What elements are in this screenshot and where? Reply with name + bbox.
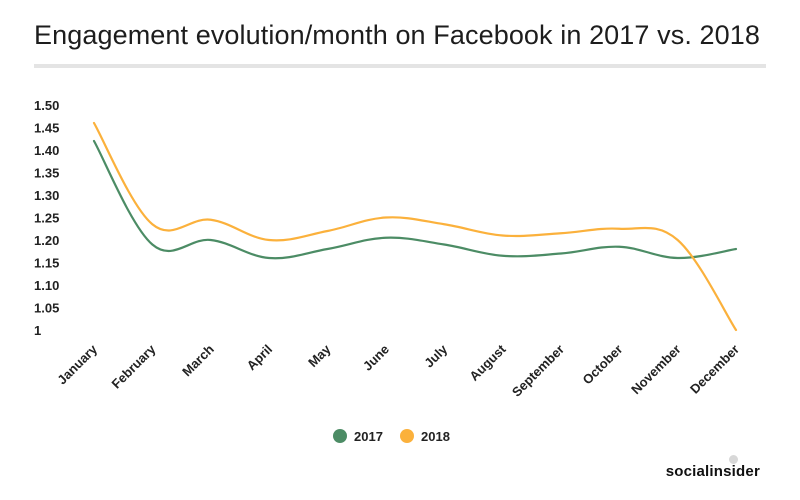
x-category-label: March <box>179 341 217 379</box>
x-category-label: June <box>360 342 392 374</box>
x-category-label: February <box>109 341 159 391</box>
y-tick-label: 1.25 <box>34 211 59 226</box>
x-category-label: August <box>466 341 509 384</box>
title-divider <box>34 64 766 68</box>
legend-label-2018: 2018 <box>421 429 450 444</box>
x-axis: January February March April May June July Augu… <box>54 341 742 400</box>
series-line-2018 <box>92 121 738 332</box>
legend-label-2017: 2017 <box>354 429 383 444</box>
x-category-label: July <box>421 341 451 371</box>
y-tick-label: 1.40 <box>34 143 59 158</box>
brand-logo-text: socialinsider <box>665 463 760 480</box>
x-category-label: September <box>509 342 567 400</box>
x-category-label: May <box>305 341 334 370</box>
brand-logo-mark <box>729 455 738 464</box>
y-tick-label: 1.05 <box>34 301 59 316</box>
y-tick-label: 1.30 <box>34 188 59 203</box>
x-category-label: January <box>54 341 100 387</box>
series-line-2017 <box>92 139 738 260</box>
x-category-label: December <box>687 342 742 397</box>
x-category-label: October <box>580 342 626 388</box>
series-lines <box>92 121 738 332</box>
y-tick-label: 1.20 <box>34 233 59 248</box>
y-tick-label: 1.45 <box>34 121 59 136</box>
y-tick-label: 1 <box>34 323 41 338</box>
y-tick-label: 1.15 <box>34 256 59 271</box>
x-category-label: November <box>628 342 684 398</box>
y-tick-label: 1.50 <box>34 98 59 113</box>
y-tick-label: 1.35 <box>34 166 59 181</box>
x-category-label: April <box>244 342 276 374</box>
y-tick-label: 1.10 <box>34 278 59 293</box>
y-axis: 1.50 1.45 1.40 1.35 1.30 1.25 1.20 1.15 1.10 1.05… <box>34 98 59 338</box>
legend-marker-2017 <box>333 429 347 443</box>
chart-title: Engagement evolution/month on Facebook i… <box>34 20 760 50</box>
legend-marker-2018 <box>400 429 414 443</box>
legend: 2017 2018 <box>333 429 450 444</box>
